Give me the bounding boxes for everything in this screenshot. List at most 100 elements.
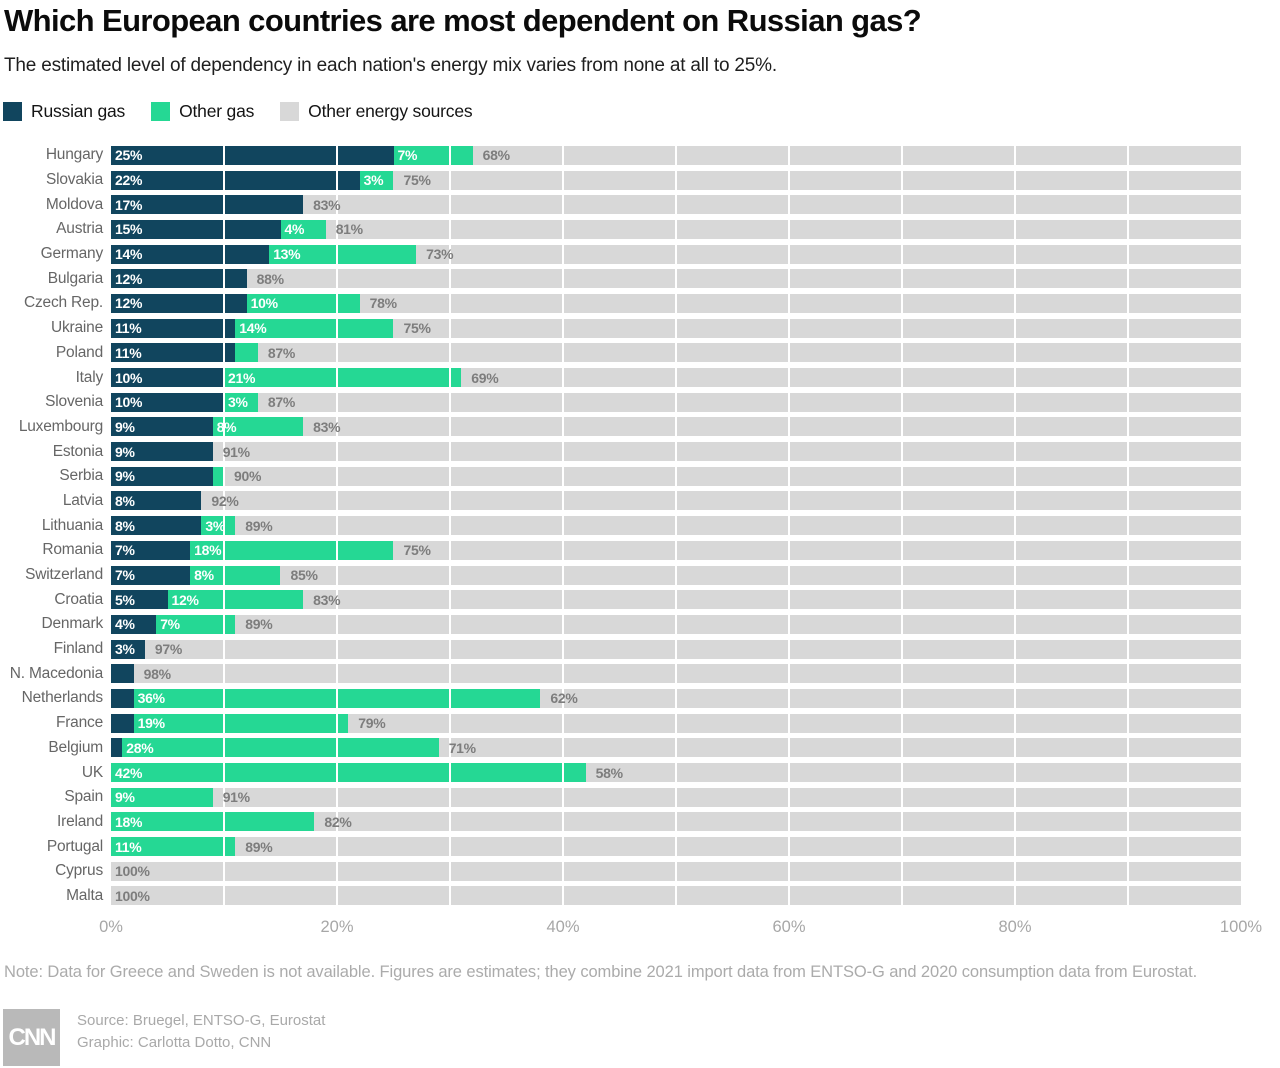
gridline	[788, 466, 790, 486]
gridline	[223, 664, 225, 684]
gridline	[1127, 861, 1129, 881]
gridline	[336, 442, 338, 462]
gridline	[788, 590, 790, 610]
other-energy-value-label: 78%	[369, 295, 397, 312]
other-gas-segment	[201, 516, 236, 536]
gridline	[1127, 269, 1129, 289]
bar-row: Malta 100%	[0, 884, 1280, 909]
gridline	[788, 516, 790, 536]
russian-gas-value-label: 7%	[115, 567, 135, 584]
gridline	[1127, 368, 1129, 388]
other-gas-value-label: 28%	[126, 739, 154, 756]
gridline	[223, 442, 225, 462]
gridline	[223, 368, 225, 388]
gridline	[901, 491, 903, 511]
country-label: Ukraine	[50, 319, 103, 337]
gridline	[562, 466, 564, 486]
bar-row: Finland 3% 97%	[0, 637, 1280, 662]
gridline	[1127, 837, 1129, 857]
gridline	[223, 886, 225, 906]
gridline	[1127, 787, 1129, 807]
other-gas-segment	[212, 417, 304, 437]
other-energy-value-label: 81%	[335, 221, 363, 238]
other-gas-value-label: 12%	[171, 591, 199, 608]
other-gas-value-label: 7%	[160, 616, 180, 633]
gridline	[788, 837, 790, 857]
other-gas-segment	[212, 466, 224, 486]
gridline	[901, 368, 903, 388]
gridline	[675, 244, 677, 264]
other-gas-segment	[190, 540, 394, 560]
other-energy-value-label: 98%	[143, 665, 171, 682]
other-energy-value-label: 62%	[550, 690, 578, 707]
gridline	[788, 664, 790, 684]
bar-row: Netherlands 36% 62%	[0, 686, 1280, 711]
country-label: Serbia	[59, 467, 103, 485]
gridline	[562, 763, 564, 783]
gridline	[562, 244, 564, 264]
country-label: Poland	[55, 343, 103, 361]
bar-track: 28% 71%	[111, 738, 1241, 758]
bar-row: Luxembourg 9% 8% 83%	[0, 415, 1280, 440]
bar-row: N. Macedonia 98%	[0, 661, 1280, 686]
russian-gas-segment	[111, 639, 145, 659]
gridline	[223, 614, 225, 634]
gridline	[1127, 565, 1129, 585]
x-axis-tick-label: 0%	[99, 917, 123, 936]
bar-track: 36% 62%	[111, 688, 1241, 708]
gridline	[449, 861, 451, 881]
country-label: Malta	[66, 886, 103, 904]
bar-track: 7% 8% 85%	[111, 565, 1241, 585]
gridline	[1127, 219, 1129, 239]
gridline	[336, 763, 338, 783]
russian-gas-segment	[111, 491, 202, 511]
gridline	[675, 466, 677, 486]
bar-rows: Hungary 25% 7% 68% Slovakia 22% 3% 75% Moldova 17…	[0, 143, 1280, 908]
gridline	[901, 392, 903, 412]
bar-track: 11% 89%	[111, 837, 1241, 857]
footer: CNN Source: Bruegel, ENTSO-G, Eurostat G…	[3, 1009, 325, 1066]
gridline	[1014, 787, 1016, 807]
gridline	[901, 195, 903, 215]
footnote: Note: Data for Greece and Sweden is not …	[4, 963, 1198, 981]
russian-gas-value-label: 8%	[115, 517, 135, 534]
gridline	[223, 565, 225, 585]
other-gas-value-label: 3%	[205, 517, 226, 534]
gridline	[223, 540, 225, 560]
gridline	[1127, 195, 1129, 215]
country-label: Moldova	[45, 195, 103, 213]
country-label: Switzerland	[25, 566, 103, 584]
legend-label: Other energy sources	[308, 101, 473, 121]
gridline	[1127, 466, 1129, 486]
gridline	[449, 812, 451, 832]
gridline	[223, 837, 225, 857]
gridline	[336, 392, 338, 412]
gridline	[901, 590, 903, 610]
gridline	[223, 688, 225, 708]
gridline	[788, 614, 790, 634]
gridline	[675, 713, 677, 733]
x-axis-tick-label: 80%	[998, 917, 1032, 936]
gridline	[336, 861, 338, 881]
bar-row: Cyprus 100%	[0, 859, 1280, 884]
gridline	[788, 861, 790, 881]
gridline	[1127, 417, 1129, 437]
other-gas-segment	[224, 392, 258, 412]
gridline	[1014, 145, 1016, 165]
gridline	[788, 639, 790, 659]
gridline	[788, 293, 790, 313]
other-energy-value-label: 97%	[154, 641, 183, 658]
gridline	[675, 293, 677, 313]
gridline	[1127, 738, 1129, 758]
gridline	[1014, 664, 1016, 684]
legend-item: Russian gas	[3, 101, 125, 122]
other-gas-segment	[122, 738, 439, 758]
gridline	[1014, 417, 1016, 437]
bar-track: 12% 10% 78%	[111, 293, 1241, 313]
other-energy-value-label: 87%	[267, 394, 296, 411]
gridline	[1014, 343, 1016, 363]
gridline	[901, 812, 903, 832]
gridline	[562, 318, 564, 338]
bar-row: Moldova 17% 83%	[0, 192, 1280, 217]
other-energy-value-label: 68%	[482, 147, 510, 164]
